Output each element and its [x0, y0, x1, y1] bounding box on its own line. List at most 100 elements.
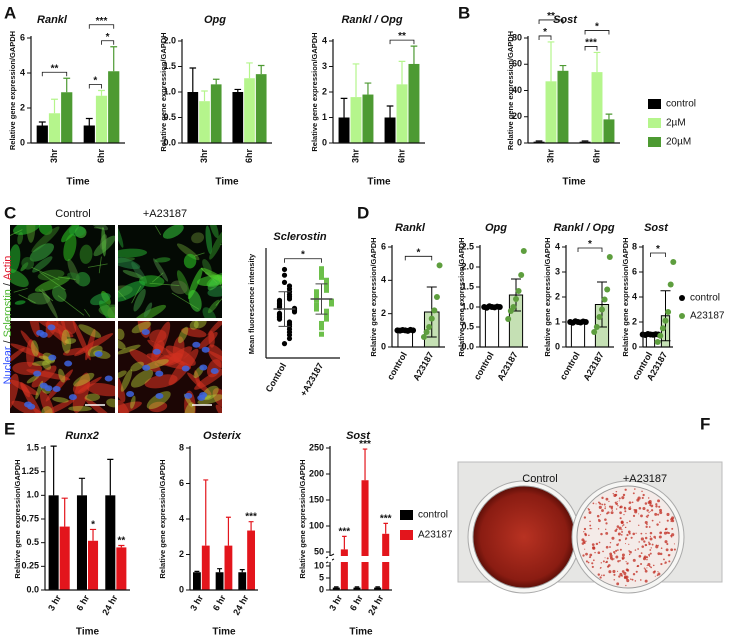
- fiber: [57, 295, 85, 316]
- y-tick-label: 0: [555, 341, 560, 351]
- cell: [118, 328, 125, 340]
- sig-bracket: [41, 71, 68, 77]
- error-bar: [386, 105, 394, 118]
- fiber: [84, 308, 91, 317]
- stain-speck: [632, 532, 636, 536]
- stain-speck: [604, 506, 606, 508]
- y-tick-label: 0.5: [163, 112, 176, 122]
- stain-speck: [600, 562, 602, 564]
- stain-speck: [649, 565, 651, 568]
- stain-speck: [608, 505, 612, 508]
- micrograph: [118, 321, 222, 413]
- cell: [32, 256, 53, 273]
- stain-speck: [615, 502, 618, 506]
- fiber: [151, 272, 164, 283]
- stain-speck: [600, 532, 603, 536]
- error-bar: [61, 497, 68, 527]
- stain-speck: [592, 502, 595, 505]
- stain-speck: [588, 511, 592, 514]
- stain-speck: [623, 506, 626, 509]
- stain-speck: [647, 514, 650, 517]
- stain-speck: [589, 520, 591, 523]
- error-bar: [212, 78, 220, 85]
- well: [472, 485, 576, 589]
- stain-speck: [587, 507, 589, 510]
- nucleus: [155, 392, 164, 399]
- image-label: +A23187: [143, 208, 187, 220]
- x-tick-label: A23187: [411, 350, 435, 382]
- stain-speck: [624, 543, 627, 545]
- stain-speck: [618, 500, 620, 502]
- cell: [67, 272, 81, 280]
- stain-speck: [623, 513, 625, 516]
- stain-speck: [604, 507, 606, 510]
- error-bar: [203, 479, 209, 546]
- y-axis-label: Relative gene expression/GAPDH: [543, 237, 552, 356]
- chart-title: Rankl: [395, 222, 426, 234]
- y-tick-label: 1.0: [26, 490, 39, 500]
- error-bar: [38, 121, 46, 126]
- stain-speck: [623, 571, 627, 576]
- stain-speck: [612, 569, 616, 574]
- cell: [209, 225, 219, 239]
- cell: [14, 300, 26, 305]
- error-bar: [340, 97, 348, 118]
- error-bar: [50, 445, 57, 496]
- stain-speck: [648, 526, 651, 528]
- cell: [129, 348, 161, 373]
- stain-speck: [592, 546, 596, 550]
- stain-speck: [664, 562, 666, 564]
- sig-label: **: [51, 63, 59, 74]
- sig-bracket: [584, 30, 610, 35]
- stain-speck: [638, 513, 640, 515]
- stain-speck: [625, 575, 629, 579]
- stain-speck: [657, 572, 661, 576]
- nucleus: [36, 329, 45, 336]
- data-point: [496, 304, 503, 310]
- stain-speck: [596, 514, 600, 518]
- stain-speck: [626, 568, 630, 572]
- x-tick-label: 6 hr: [348, 593, 365, 613]
- nucleus: [201, 346, 210, 353]
- cell: [130, 361, 144, 372]
- stain-speck: [601, 574, 603, 576]
- micrograph: [118, 225, 222, 318]
- data-point: [319, 320, 324, 326]
- cell: [187, 267, 203, 300]
- bar: [88, 540, 99, 590]
- cell: [118, 370, 127, 379]
- bar: [192, 572, 201, 590]
- x-tick-label: 6 hr: [74, 593, 91, 613]
- stain-speck: [656, 523, 659, 526]
- stain-speck: [608, 570, 612, 574]
- micrograph: [10, 225, 115, 318]
- cell: [143, 302, 153, 318]
- error-bar: [257, 64, 265, 75]
- stain-speck: [673, 548, 676, 551]
- cell: [29, 243, 54, 262]
- stain-speck: [621, 530, 624, 533]
- stain-speck: [591, 543, 595, 546]
- sig-label: **: [117, 536, 125, 547]
- y-tick-label: 6: [179, 478, 184, 488]
- bar: [210, 84, 222, 143]
- stain-speck: [664, 528, 667, 531]
- y-axis-label: Relative gene expression/GAPDH: [13, 459, 22, 578]
- data-point: [319, 331, 324, 337]
- stain-speck: [671, 527, 674, 530]
- error-bar: [354, 586, 360, 588]
- stain-speck: [616, 525, 620, 528]
- y-tick-label: 6: [20, 32, 25, 42]
- bar: [187, 92, 199, 143]
- legend-swatch: [648, 99, 661, 109]
- bar: [545, 81, 557, 143]
- x-tick-label: 6 hr: [211, 593, 228, 613]
- y-axis-label: Relative gene expression/GAPDH: [457, 237, 466, 356]
- y-tick-label: 100: [309, 520, 324, 530]
- data-point: [319, 274, 324, 280]
- stain-speck: [597, 528, 600, 530]
- stain-speck: [638, 524, 640, 526]
- cell: [42, 360, 52, 370]
- cell: [77, 376, 102, 393]
- cell: [118, 248, 148, 258]
